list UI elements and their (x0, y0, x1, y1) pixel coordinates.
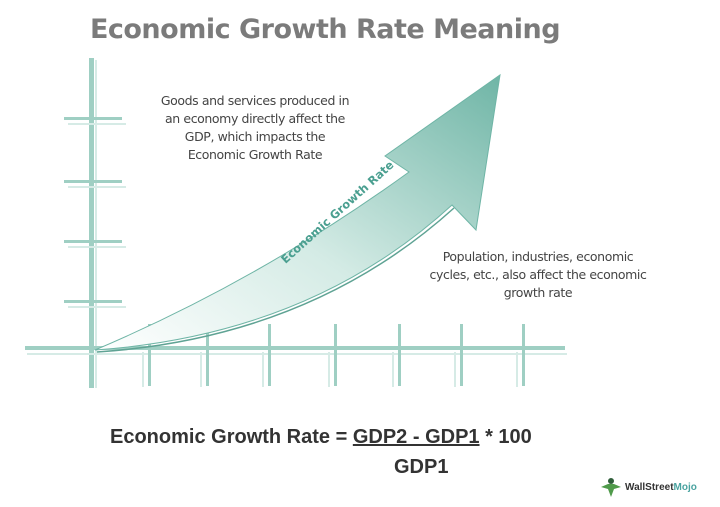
note-line: Economic Growth Rate (187, 147, 323, 162)
x-axis-tick (268, 324, 271, 386)
x-axis-tick (148, 324, 151, 386)
x-axis-tick-shadow (454, 352, 456, 387)
page-title: Economic Growth Rate Meaning (89, 14, 561, 45)
x-axis-tick (398, 324, 401, 386)
formula-numerator: GDP2 - GDP1 (352, 426, 480, 448)
x-axis-tick (460, 324, 463, 386)
y-axis-tick (64, 180, 122, 183)
x-axis-tick-shadow (392, 352, 394, 387)
note-population: Population, industries, economic cycles,… (408, 248, 668, 302)
y-axis (89, 58, 97, 388)
x-axis-tick-shadow (328, 352, 330, 387)
x-axis (25, 346, 567, 355)
y-axis-tick-shadow (68, 306, 126, 308)
note-line: Goods and services produced in (160, 93, 350, 108)
growth-arrow (94, 73, 501, 351)
wallstreetmojo-logo: WallStreetMojo (600, 476, 697, 498)
y-axis-tick-shadow (68, 123, 126, 125)
logo-text-accent: Mojo (673, 481, 697, 493)
y-axis-tick (64, 300, 122, 303)
formula-denominator: GDP1 (394, 456, 449, 478)
note-line: GDP, which impacts the (184, 129, 326, 144)
note-line: Population, industries, economic (442, 249, 634, 264)
x-axis-tick-shadow (262, 352, 264, 387)
x-axis-tick (522, 324, 525, 386)
note-line: growth rate (503, 285, 573, 300)
note-line: an economy directly affect the (165, 111, 345, 126)
x-axis-tick (206, 324, 209, 386)
logo-text: WallStreet (625, 481, 674, 493)
logo-icon (601, 478, 621, 497)
formula-lhs: Economic Growth Rate = (110, 426, 353, 448)
x-axis-tick (334, 324, 337, 386)
y-axis-tick (64, 240, 122, 243)
x-axis-tick-shadow (142, 352, 144, 387)
y-axis-tick-shadow (68, 186, 126, 188)
note-goods-services: Goods and services produced in an econom… (140, 92, 370, 164)
formula: Economic Growth Rate = GDP2 - GDP1 * 100 (110, 426, 532, 449)
y-axis-tick-shadow (68, 246, 126, 248)
note-line: cycles, etc., also affect the economic (429, 267, 647, 282)
y-axis-tick (64, 117, 122, 120)
formula-multiplier: * 100 (479, 426, 532, 448)
x-axis-tick-shadow (516, 352, 518, 387)
x-axis-tick-shadow (200, 352, 202, 387)
